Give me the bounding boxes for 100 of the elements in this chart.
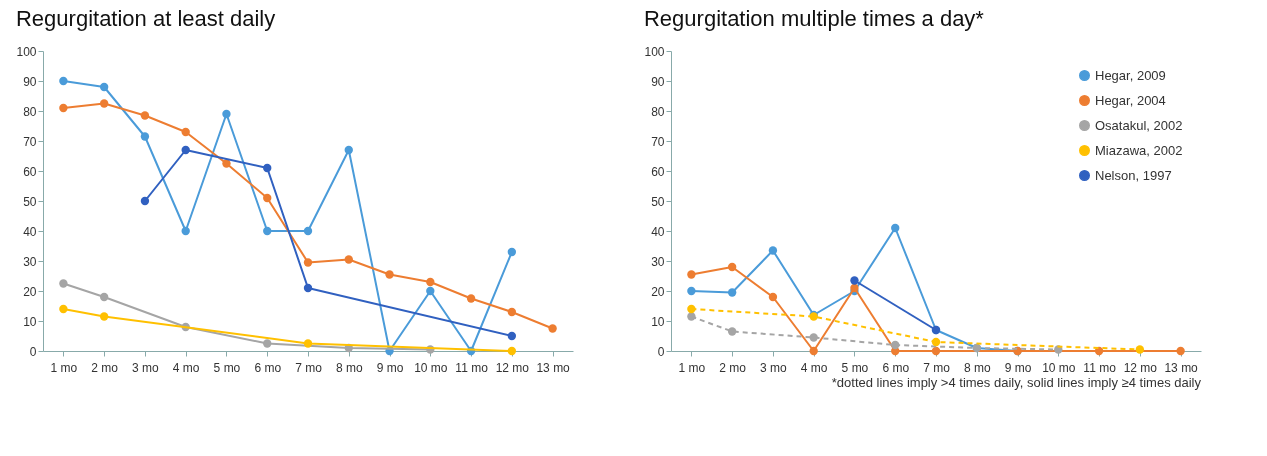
x-tick-label: 13 mo bbox=[536, 360, 571, 375]
x-tick-label: 3 mo bbox=[760, 360, 788, 375]
point bbox=[303, 258, 313, 267]
y-tick-label: 90 bbox=[651, 74, 665, 89]
point bbox=[507, 331, 517, 341]
point bbox=[344, 145, 353, 155]
x-tick-label: 2 mo bbox=[719, 360, 747, 375]
y-tick-label: 10 bbox=[23, 314, 37, 329]
x-tick-label: 5 mo bbox=[213, 360, 241, 375]
point bbox=[99, 292, 109, 302]
legend-label: Hegar, 2009 bbox=[1095, 67, 1166, 83]
x-tick-label: 7 mo bbox=[295, 360, 323, 375]
x-tick-label: 4 mo bbox=[172, 360, 200, 375]
x-tick-label: 1 mo bbox=[678, 360, 706, 375]
x-tick-label: 2 mo bbox=[91, 360, 119, 375]
point bbox=[466, 294, 476, 303]
point bbox=[727, 288, 737, 297]
x-tick-label: 5 mo bbox=[841, 360, 869, 375]
point bbox=[768, 246, 778, 255]
point bbox=[344, 255, 353, 264]
y-tick-label: 90 bbox=[23, 74, 37, 89]
x-tick-label: 6 mo bbox=[254, 360, 282, 375]
point bbox=[181, 145, 190, 155]
point bbox=[931, 337, 941, 347]
point bbox=[140, 111, 150, 120]
x-tick-label: 9 mo bbox=[1004, 360, 1032, 375]
x-tick-label: 4 mo bbox=[800, 360, 828, 375]
x-tick-label: 6 mo bbox=[882, 360, 910, 375]
legend-label: Osatakul, 2002 bbox=[1095, 117, 1183, 133]
y-tick-label: 100 bbox=[644, 44, 665, 59]
point bbox=[809, 346, 818, 356]
point bbox=[507, 346, 517, 356]
point bbox=[99, 99, 109, 108]
x-tick-label: 7 mo bbox=[923, 360, 951, 375]
y-tick-label: 60 bbox=[23, 164, 37, 179]
y-tick-label: 80 bbox=[23, 104, 37, 119]
point bbox=[687, 304, 696, 314]
point bbox=[809, 333, 818, 342]
point bbox=[1176, 346, 1185, 356]
x-tick-label: 13 mo bbox=[1164, 360, 1199, 375]
point bbox=[507, 307, 517, 317]
x-tick-label: 9 mo bbox=[376, 360, 404, 375]
y-tick-label: 0 bbox=[29, 344, 37, 359]
point bbox=[99, 312, 109, 321]
point bbox=[548, 324, 557, 333]
point bbox=[727, 327, 737, 336]
point bbox=[222, 159, 231, 168]
y-tick-label: 50 bbox=[23, 194, 37, 209]
point bbox=[263, 226, 272, 236]
point bbox=[687, 270, 696, 279]
point bbox=[59, 103, 68, 113]
point bbox=[99, 82, 109, 92]
x-tick-label: 12 mo bbox=[495, 360, 530, 375]
point bbox=[891, 223, 900, 233]
x-tick-label: 1 mo bbox=[50, 360, 78, 375]
y-tick-label: 70 bbox=[651, 134, 665, 149]
point bbox=[931, 346, 941, 356]
point bbox=[263, 193, 272, 203]
y-tick-label: 0 bbox=[657, 344, 665, 359]
point bbox=[687, 312, 696, 321]
x-tick-label: 10 mo bbox=[414, 360, 448, 375]
x-tick-label: 3 mo bbox=[132, 360, 160, 375]
y-tick-label: 40 bbox=[651, 224, 665, 239]
point bbox=[507, 247, 517, 257]
x-tick-label: 11 mo bbox=[455, 360, 489, 375]
point bbox=[727, 262, 737, 272]
y-tick-label: 30 bbox=[651, 254, 665, 269]
point bbox=[385, 270, 394, 279]
x-tick-label: 10 mo bbox=[1042, 360, 1076, 375]
legend-label: Miazawa, 2002 bbox=[1095, 142, 1183, 158]
point bbox=[850, 276, 859, 285]
point bbox=[181, 226, 190, 236]
x-tick-label: 12 mo bbox=[1123, 360, 1158, 375]
point bbox=[263, 339, 272, 348]
point bbox=[891, 340, 900, 350]
chart-title: Regurgitation multiple times a day* bbox=[643, 6, 985, 31]
point bbox=[303, 226, 313, 236]
text: *dotted lines imply >4 times daily, solid lines imply ≥4 times daily bbox=[831, 375, 1202, 390]
point bbox=[59, 76, 68, 86]
y-tick-label: 80 bbox=[651, 104, 665, 119]
point bbox=[768, 292, 778, 302]
y-tick-label: 10 bbox=[651, 314, 665, 329]
y-tick-label: 70 bbox=[23, 134, 37, 149]
y-tick-label: 60 bbox=[651, 164, 665, 179]
point bbox=[426, 277, 435, 287]
legend-label: Hegar, 2004 bbox=[1095, 92, 1166, 108]
point bbox=[181, 127, 190, 137]
point bbox=[687, 286, 696, 296]
y-tick-label: 20 bbox=[23, 284, 37, 299]
point bbox=[263, 163, 272, 173]
point bbox=[222, 109, 231, 119]
y-tick-label: 30 bbox=[23, 254, 37, 269]
legend-label: Nelson, 1997 bbox=[1095, 167, 1172, 183]
chart-title: Regurgitation at least daily bbox=[15, 6, 276, 31]
point bbox=[1135, 345, 1145, 354]
point bbox=[303, 283, 313, 293]
y-tick-label: 50 bbox=[651, 194, 665, 209]
x-tick-label: 11 mo bbox=[1083, 360, 1117, 375]
y-tick-label: 20 bbox=[651, 284, 665, 299]
x-tick-label: 8 mo bbox=[963, 360, 991, 375]
